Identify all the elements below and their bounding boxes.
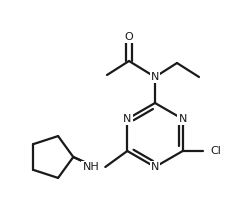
Text: Cl: Cl — [211, 146, 222, 156]
Text: N: N — [123, 114, 132, 124]
Text: O: O — [125, 32, 133, 42]
Text: N: N — [151, 162, 159, 172]
Text: NH: NH — [83, 162, 99, 172]
Text: N: N — [151, 72, 159, 82]
Text: N: N — [178, 114, 187, 124]
